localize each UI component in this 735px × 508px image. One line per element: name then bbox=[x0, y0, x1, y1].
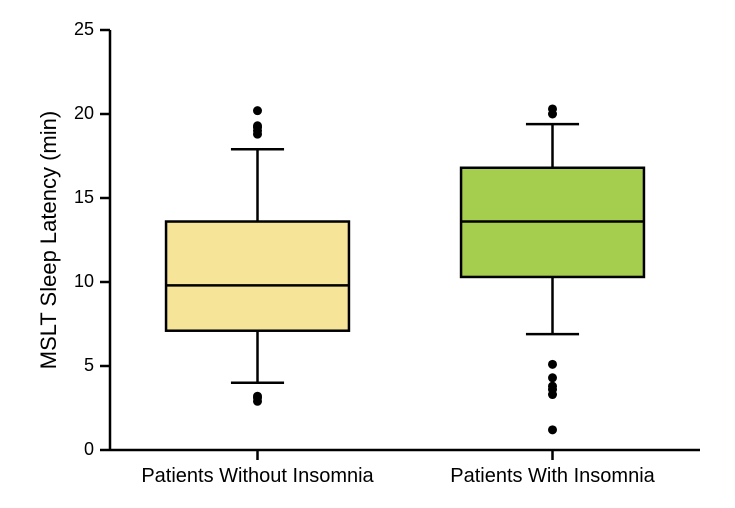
svg-text:0: 0 bbox=[84, 439, 94, 459]
svg-text:5: 5 bbox=[84, 355, 94, 375]
chart-svg: 0 5 10 15 20 25 MSLT Sleep Latency (min) Patien… bbox=[0, 0, 735, 508]
svg-text:MSLT Sleep Latency (min): MSLT Sleep Latency (min) bbox=[36, 111, 61, 369]
svg-text:20: 20 bbox=[74, 103, 94, 123]
svg-text:Patients Without Insomnia: Patients Without Insomnia bbox=[141, 465, 374, 487]
svg-text:25: 25 bbox=[74, 19, 94, 39]
svg-text:15: 15 bbox=[74, 187, 94, 207]
svg-text:10: 10 bbox=[74, 271, 94, 291]
boxplot-chart: 0 5 10 15 20 25 MSLT Sleep Latency (min) Patien… bbox=[0, 0, 735, 508]
svg-text:Patients With Insomnia: Patients With Insomnia bbox=[450, 465, 655, 487]
